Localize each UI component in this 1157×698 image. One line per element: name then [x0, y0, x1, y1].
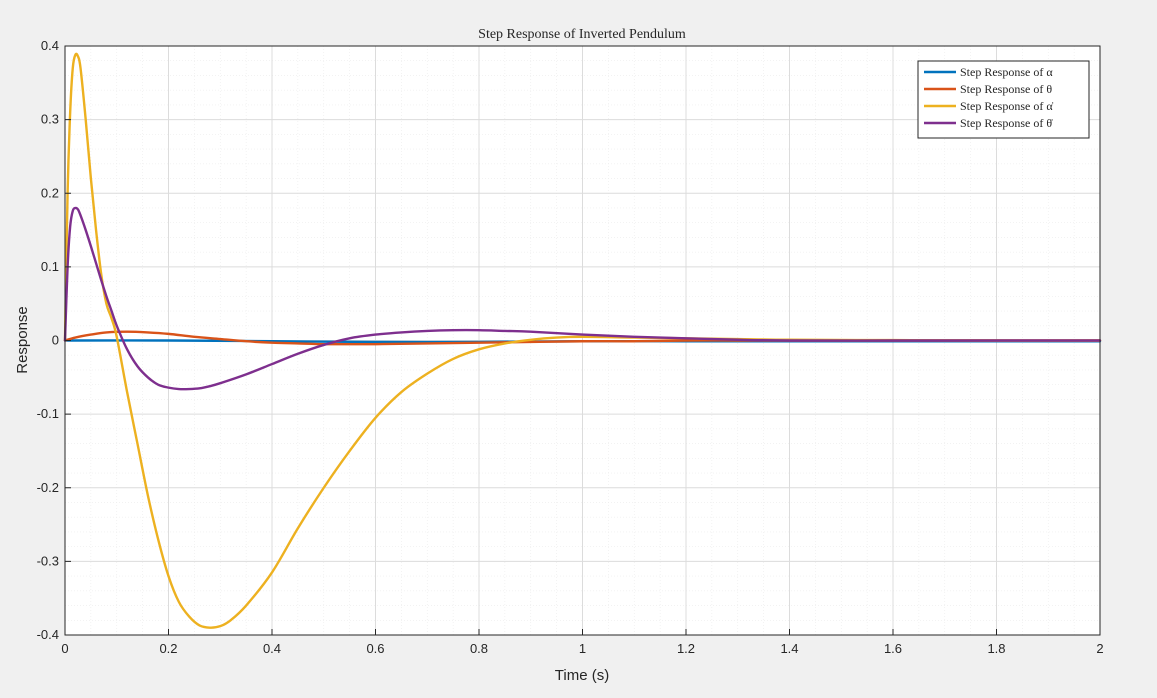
x-tick-label: 1 — [579, 641, 586, 656]
x-tick-label: 0.2 — [159, 641, 177, 656]
legend-entry: Step Response of α̇ — [960, 99, 1054, 113]
y-tick-label: 0.2 — [41, 185, 59, 200]
y-tick-label: -0.1 — [37, 406, 59, 421]
y-tick-label: 0.4 — [41, 38, 59, 53]
chart-title: Step Response of Inverted Pendulum — [478, 27, 686, 42]
x-tick-label: 1.8 — [987, 641, 1005, 656]
x-tick-label: 0.4 — [263, 641, 281, 656]
legend-box — [917, 60, 1090, 139]
legend: Step Response of α Step Response of θ Step… — [917, 60, 1090, 139]
x-tick-label: 1.2 — [677, 641, 695, 656]
y-tick-label: 0.1 — [41, 259, 59, 274]
x-axis-label: Time (s) — [555, 667, 609, 684]
x-tick-label: 0 — [61, 641, 68, 656]
legend-entry: Step Response of θ — [960, 82, 1052, 96]
ticks: 0 0.2 0.4 0.6 0.8 1 1.2 1.4 1.6 1.8 2 -0.4 -0.3 -0.2 -… — [37, 38, 1104, 656]
series-line-alpha-dot — [63, 52, 1102, 629]
y-tick-label: -0.4 — [37, 627, 59, 642]
x-tick-label: 0.8 — [470, 641, 488, 656]
legend-entry: Step Response of θ̇ — [960, 116, 1053, 130]
x-tick-label: 2 — [1096, 641, 1103, 656]
y-tick-label: -0.3 — [37, 553, 59, 568]
y-axis-label: Response — [14, 306, 31, 374]
series-line-theta-dot — [63, 206, 1102, 391]
legend-entry: Step Response of α — [960, 65, 1053, 79]
x-tick-label: 1.4 — [780, 641, 798, 656]
x-tick-label: 0.6 — [366, 641, 384, 656]
series-layer — [63, 52, 1102, 629]
y-tick-label: 0 — [52, 333, 59, 348]
y-tick-label: 0.3 — [41, 112, 59, 127]
x-tick-label: 1.6 — [884, 641, 902, 656]
y-tick-label: -0.2 — [37, 480, 59, 495]
